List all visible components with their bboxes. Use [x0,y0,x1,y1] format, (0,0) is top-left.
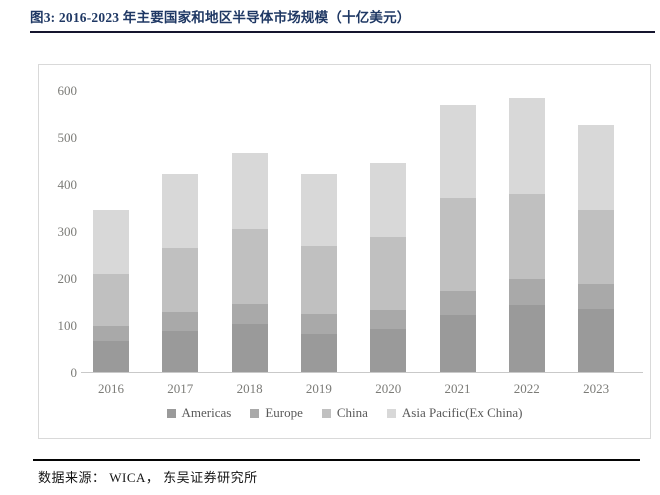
bar-segment-china [370,237,407,310]
y-tick-label-200: 200 [57,271,78,286]
bar-segment-asia-pacific-ex-china- [578,125,615,210]
bar-segment-europe [231,303,268,324]
legend-label: Europe [265,405,303,420]
bar-segment-china [300,246,337,315]
y-tick-label-300: 300 [57,224,78,239]
chart-legend: Americas Europe China Asia Pacific(Ex China… [39,405,650,421]
bar-segment-china [231,229,268,304]
figure-title: 图3: 2016-2023 年主要国家和地区半导体市场规模（十亿美元） [30,10,411,25]
bar-segment-americas [231,323,268,372]
bar-segment-europe [300,314,337,335]
bar-segment-china [439,198,476,292]
bar-segment-asia-pacific-ex-china- [231,152,268,230]
footer-divider [33,459,640,461]
legend-swatch-icon [166,408,176,418]
x-axis-line [81,372,643,373]
bar-segment-china [162,247,199,313]
x-tick-label-2023: 2023 [583,381,610,396]
bar-segment-china [578,209,615,285]
stacked-bar-2020 [370,162,407,372]
legend-item-china: China [321,405,368,421]
legend-label: Americas [181,405,232,420]
bar-segment-asia-pacific-ex-china- [162,174,199,248]
y-tick-label-400: 400 [57,177,78,192]
bar-segment-europe [578,284,615,310]
y-tick-label-600: 600 [57,83,78,98]
bar-segment-europe [508,278,545,306]
stacked-bar-2017 [162,174,199,372]
x-tick-label-2019: 2019 [305,381,332,396]
y-tick-label-0: 0 [70,365,78,380]
stacked-bar-2016 [93,210,129,372]
x-tick-label-2017: 2017 [167,381,194,396]
bar-segment-asia-pacific-ex-china- [439,105,476,199]
bar-segment-asia-pacific-ex-china- [508,98,545,194]
y-tick-label-500: 500 [57,130,78,145]
legend-label: China [336,405,368,420]
title-divider [30,31,655,33]
stacked-bar-2022 [508,98,545,372]
bar-segment-americas [508,305,545,372]
legend-item-americas: Americas [166,405,232,421]
legend-item-europe: Europe [250,405,303,421]
legend-swatch-icon [321,408,331,418]
y-tick-label-100: 100 [57,318,78,333]
bar-segment-europe [439,291,476,316]
bar-segment-americas [439,315,476,372]
data-source-note: 数据来源： WICA， 东吴证券研究所 [38,470,258,485]
stacked-bar-2021 [439,105,476,372]
bar-segment-asia-pacific-ex-china- [300,174,337,247]
x-tick-label-2016: 2016 [98,381,124,396]
x-tick-label-2018: 2018 [236,381,263,396]
legend-item-asia-pacific-ex-china-: Asia Pacific(Ex China) [386,405,523,421]
x-tick-label-2020: 2020 [375,381,402,396]
legend-swatch-icon [386,408,396,418]
legend-label: Asia Pacific(Ex China) [401,405,523,420]
chart-frame: 0 100 200 300 400 500 600 2016 2017 2018 2019 2020… [38,64,651,439]
bar-segment-europe [370,309,407,329]
bar-segment-americas [578,309,615,372]
bar-segment-europe [93,326,129,342]
bar-segment-europe [162,312,199,331]
stacked-bar-2019 [300,174,337,372]
x-tick-label-2022: 2022 [513,381,540,396]
bar-segment-asia-pacific-ex-china- [370,162,407,238]
bar-segment-americas [300,334,337,372]
bar-segment-americas [162,330,199,372]
bar-segment-china [508,193,545,279]
bar-segment-americas [93,341,129,372]
x-tick-label-2021: 2021 [444,381,471,396]
bar-segment-asia-pacific-ex-china- [93,210,129,274]
bar-segment-china [93,273,129,327]
stacked-bar-2023 [578,125,615,372]
stacked-bar-2018 [231,152,268,372]
bar-segment-americas [370,328,407,372]
legend-swatch-icon [250,408,260,418]
